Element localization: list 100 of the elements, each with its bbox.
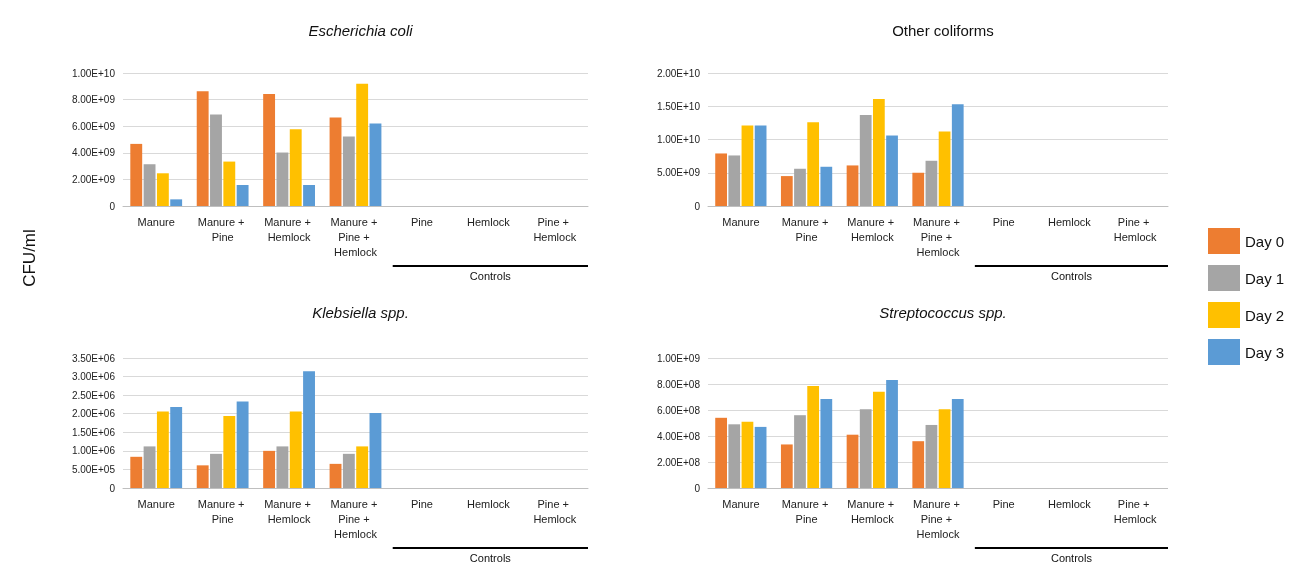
y-tick-label: 0: [109, 482, 116, 494]
bar: [925, 160, 938, 206]
x-tick-label: Manure + Pine: [781, 215, 832, 243]
y-tick-label: 8.00E+09: [71, 94, 116, 106]
bar: [156, 173, 169, 206]
bar: [846, 434, 859, 488]
chart-title: Escherichia coli: [308, 22, 414, 39]
bar: [807, 385, 820, 488]
bar: [728, 155, 741, 206]
x-tick-label: Pine + Hemlock: [1113, 215, 1158, 243]
bar: [303, 184, 315, 206]
bar: [223, 415, 236, 488]
bar: [143, 164, 156, 206]
bar: [715, 153, 727, 206]
x-tick-label: Manure: [722, 497, 760, 510]
bar: [329, 117, 342, 206]
y-tick-label: 1.00E+10: [656, 134, 701, 145]
y-tick-label: 5.00E+09: [656, 167, 701, 179]
x-tick-label: Pine + Hemlock: [1113, 497, 1158, 525]
legend-label: Day 1: [1245, 269, 1285, 287]
bar: [236, 184, 249, 206]
x-tick-label: Pine: [410, 215, 433, 228]
x-tick-label: Manure: [722, 215, 760, 228]
bar: [820, 166, 833, 206]
bar: [794, 168, 806, 206]
x-tick-label: Pine: [410, 497, 433, 510]
x-tick-label: Manure + Hemlock: [264, 215, 314, 243]
x-tick-label: Pine: [992, 215, 1015, 228]
bar: [872, 98, 885, 206]
bar: [754, 125, 767, 206]
x-tick-label: Manure + Hemlock: [847, 497, 898, 525]
x-tick-label: Manure: [137, 497, 175, 510]
x-tick-label: Manure: [137, 215, 175, 228]
bar: [369, 412, 382, 488]
y-tick-label: 1.00E+06: [71, 445, 116, 457]
bar: [912, 172, 925, 206]
x-tick-label: Manure + Hemlock: [847, 215, 898, 243]
bar: [859, 409, 872, 488]
legend-label: Day 2: [1245, 306, 1285, 324]
bar: [342, 453, 355, 488]
x-tick-label: Manure + Hemlock: [264, 497, 314, 525]
bar: [951, 104, 964, 206]
y-tick-label: 6.00E+08: [656, 404, 701, 416]
bar: [130, 456, 143, 488]
y-tick-label: 3.00E+06: [71, 371, 116, 383]
bar: [143, 446, 156, 488]
bar: [356, 446, 369, 488]
text: Controls: [1050, 269, 1093, 282]
y-tick-label: 1.00E+09: [656, 352, 701, 364]
bar: [170, 407, 183, 488]
chart-title: Klebsiella spp.: [312, 304, 409, 321]
bar: [196, 91, 209, 206]
y-tick-label: 1.50E+06: [71, 426, 116, 438]
y-tick-label: 2.00E+10: [656, 67, 701, 79]
bar: [196, 465, 209, 488]
bar: [369, 123, 382, 206]
bar: [912, 441, 925, 488]
y-tick-label: 4.00E+08: [656, 430, 701, 442]
bar: [886, 135, 898, 206]
bar: [951, 398, 964, 488]
bar: [886, 380, 898, 488]
x-tick-label: Manure + Pine + Hemlock: [913, 497, 963, 540]
bar: [728, 424, 741, 488]
bar: [156, 411, 169, 488]
text: Controls: [469, 269, 512, 282]
y-tick-label: 6.00E+09: [71, 120, 116, 132]
x-tick-label: Hemlock: [466, 215, 511, 228]
x-tick-label: Manure + Pine: [197, 497, 248, 525]
y-axis-title: CFU/ml: [20, 228, 40, 289]
x-tick-label: Manure + Pine: [781, 497, 832, 525]
bar: [303, 371, 315, 488]
bar: [807, 122, 820, 206]
bar: [356, 83, 369, 206]
x-tick-label: Pine + Hemlock: [533, 215, 577, 243]
legend-label: Day 0: [1245, 232, 1285, 250]
y-tick-label: 5.00E+05: [71, 463, 116, 475]
y-tick-label: 2.00E+06: [71, 408, 116, 420]
x-tick-label: Hemlock: [1048, 215, 1092, 228]
y-tick-label: 2.00E+08: [656, 456, 701, 468]
bar: [236, 401, 249, 488]
bar: [780, 176, 793, 206]
x-tick-label: Hemlock: [466, 497, 511, 510]
x-tick-label: Pine: [992, 497, 1015, 510]
chart-title: Other coliforms: [892, 22, 994, 39]
bar: [859, 114, 872, 206]
bar: [741, 125, 754, 206]
text: Controls: [1050, 551, 1093, 564]
x-tick-label: Pine + Hemlock: [533, 497, 577, 525]
y-tick-label: 0: [694, 482, 701, 494]
y-tick-label: 1.50E+10: [656, 100, 701, 112]
bar: [130, 143, 143, 206]
y-tick-label: 0: [694, 200, 701, 212]
text: Controls: [469, 551, 512, 564]
bar: [263, 94, 276, 206]
bar: [925, 424, 938, 488]
bar: [276, 152, 289, 206]
x-tick-label: Manure + Pine + Hemlock: [913, 215, 963, 258]
bar: [741, 421, 754, 488]
bar: [780, 444, 793, 488]
bar: [872, 391, 885, 488]
